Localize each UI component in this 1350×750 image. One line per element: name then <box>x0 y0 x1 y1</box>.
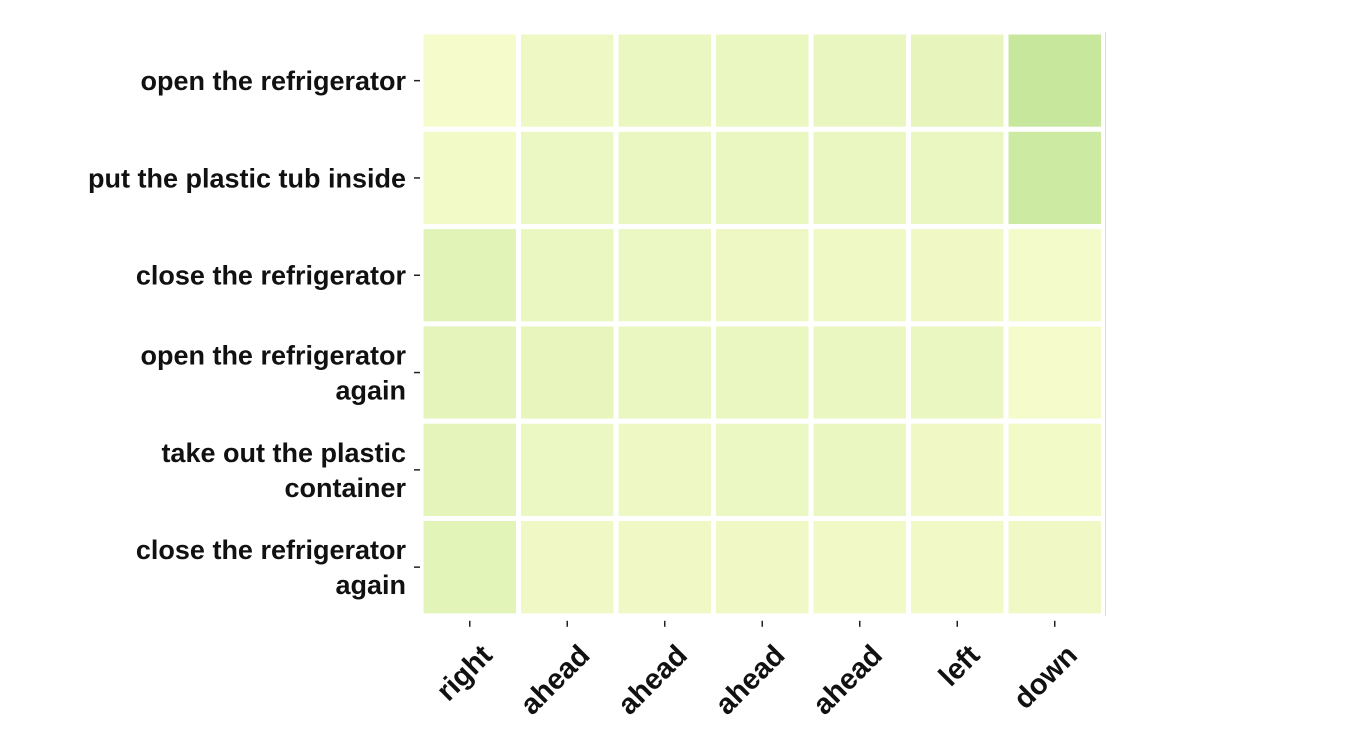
y-tick-label: open the refrigerator <box>140 66 406 96</box>
heatmap-cell-r1-c3 <box>613 29 716 132</box>
heatmap-cell-r2-c4 <box>711 126 814 230</box>
heatmap-cell-r3-c7 <box>1003 224 1106 327</box>
heatmap-cell-r6-c2 <box>516 516 619 619</box>
heatmap-cell-r5-c3 <box>613 418 716 522</box>
heatmap-cell-r6-c6 <box>906 516 1009 619</box>
heatmap-cell-r2-c5 <box>808 126 911 230</box>
heatmap-cell-r6-c7 <box>1003 516 1106 619</box>
y-tick-label-line: open the refrigerator <box>140 341 406 371</box>
y-tick-label: put the plastic tub inside <box>88 163 406 193</box>
heatmap-cell-r1-c6 <box>906 29 1009 132</box>
heatmap-cell-r5-c4 <box>711 418 814 522</box>
heatmap-cell-r1-c5 <box>808 29 911 132</box>
y-tick-label-line: close the refrigerator <box>136 261 407 291</box>
heatmap-cell-r4-c5 <box>808 321 911 424</box>
y-tick-label-line: container <box>284 473 406 503</box>
heatmap-cell-r2-c2 <box>516 126 619 230</box>
heatmap-cells <box>418 29 1106 619</box>
heatmap-cell-r3-c6 <box>906 224 1009 327</box>
heatmap-cell-r4-c7 <box>1003 321 1106 424</box>
heatmap-cell-r2-c1 <box>418 126 521 230</box>
heatmap-cell-r5-c5 <box>808 418 911 522</box>
heatmap-cell-r6-c1 <box>418 516 521 619</box>
heatmap-cell-r3-c1 <box>418 224 521 327</box>
heatmap-cell-r3-c5 <box>808 224 911 327</box>
y-tick-label: open the refrigerator again <box>140 341 406 406</box>
y-tick-label-line: close the refrigerator <box>136 535 407 565</box>
heatmap-cell-r6-c3 <box>613 516 716 619</box>
x-tick-label: right <box>431 639 499 707</box>
x-tick-label: left <box>933 639 987 693</box>
column-labels: right ahead ahead ahead ahead left down <box>431 620 1084 721</box>
heatmap-cell-r4-c3 <box>613 321 716 424</box>
row-labels: open the refrigerator put the plastic tub… <box>88 66 420 600</box>
y-tick-label: take out the plastic container <box>161 438 406 503</box>
heatmap-cell-r5-c1 <box>418 418 521 522</box>
heatmap-cell-r1-c4 <box>711 29 814 132</box>
x-tick-label: ahead <box>514 639 596 721</box>
x-tick-label: ahead <box>709 639 791 721</box>
y-tick-label-line: again <box>335 376 406 406</box>
heatmap-cell-r3-c3 <box>613 224 716 327</box>
y-tick-label-line: take out the plastic <box>161 438 406 468</box>
y-tick-label-line: put the plastic tub inside <box>88 163 406 193</box>
heatmap-cell-r5-c6 <box>906 418 1009 522</box>
x-tick-label: ahead <box>612 639 694 721</box>
y-tick-label: close the refrigerator <box>136 261 407 291</box>
y-tick-label-line: again <box>335 570 406 600</box>
heatmap-cell-r4-c1 <box>418 321 521 424</box>
heatmap-cell-r2-c6 <box>906 126 1009 230</box>
heatmap-cell-r3-c2 <box>516 224 619 327</box>
heatmap-cell-r3-c4 <box>711 224 814 327</box>
x-tick-label: ahead <box>807 639 889 721</box>
heatmap-cell-r6-c4 <box>711 516 814 619</box>
heatmap-cell-r5-c2 <box>516 418 619 522</box>
heatmap-cell-r1-c1 <box>418 29 521 132</box>
x-tick-label: down <box>1008 639 1084 715</box>
heatmap-cell-r4-c2 <box>516 321 619 424</box>
y-tick-label: close the refrigerator again <box>136 535 407 600</box>
heatmap-cell-r5-c7 <box>1003 418 1106 522</box>
heatmap-cell-r2-c7 <box>1003 126 1106 230</box>
heatmap-cell-r2-c3 <box>613 126 716 230</box>
heatmap-cell-r1-c2 <box>516 29 619 132</box>
heatmap-cell-r6-c5 <box>808 516 911 619</box>
heatmap-cell-r4-c4 <box>711 321 814 424</box>
y-tick-label-line: open the refrigerator <box>140 66 406 96</box>
heatmap-cell-r4-c6 <box>906 321 1009 424</box>
heatmap-cell-r1-c7 <box>1003 29 1106 132</box>
